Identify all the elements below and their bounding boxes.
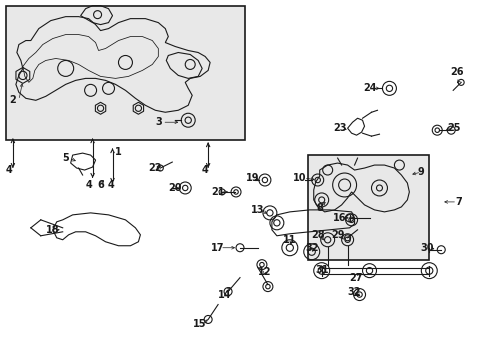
Text: 1: 1	[115, 147, 122, 157]
Text: 4: 4	[202, 165, 208, 175]
Text: 24: 24	[362, 84, 375, 93]
Text: 2: 2	[9, 95, 16, 105]
Text: 17: 17	[211, 243, 224, 253]
Text: 7: 7	[455, 197, 462, 207]
Text: 8: 8	[316, 203, 323, 213]
Text: 4: 4	[5, 165, 12, 175]
Text: 9: 9	[417, 167, 424, 177]
Text: 3: 3	[155, 117, 162, 127]
Text: 6: 6	[97, 180, 104, 190]
Text: 14: 14	[218, 289, 231, 300]
Text: 12: 12	[258, 267, 271, 276]
Text: 11: 11	[283, 235, 296, 245]
Text: 10: 10	[292, 173, 306, 183]
Text: 19: 19	[246, 173, 259, 183]
Text: 30: 30	[420, 243, 433, 253]
Text: 31: 31	[314, 265, 328, 275]
Text: 32: 32	[347, 287, 361, 297]
Text: 32: 32	[305, 243, 318, 253]
Text: 4: 4	[107, 180, 114, 190]
Text: 23: 23	[332, 123, 346, 133]
Text: 25: 25	[447, 123, 460, 133]
Text: 29: 29	[330, 230, 344, 240]
Bar	[6, 6, 244, 140]
Text: 20: 20	[168, 183, 182, 193]
Text: 28: 28	[310, 230, 324, 240]
Text: 4: 4	[85, 180, 92, 190]
Bar	[307, 155, 428, 260]
Text: 27: 27	[348, 273, 362, 283]
Text: 15: 15	[193, 319, 206, 329]
Text: 22: 22	[148, 163, 162, 173]
Text: 26: 26	[449, 67, 463, 77]
Text: 16: 16	[332, 213, 346, 223]
Text: 21: 21	[211, 187, 224, 197]
Text: 5: 5	[62, 153, 69, 163]
Text: 18: 18	[46, 225, 60, 235]
Text: 13: 13	[251, 205, 264, 215]
